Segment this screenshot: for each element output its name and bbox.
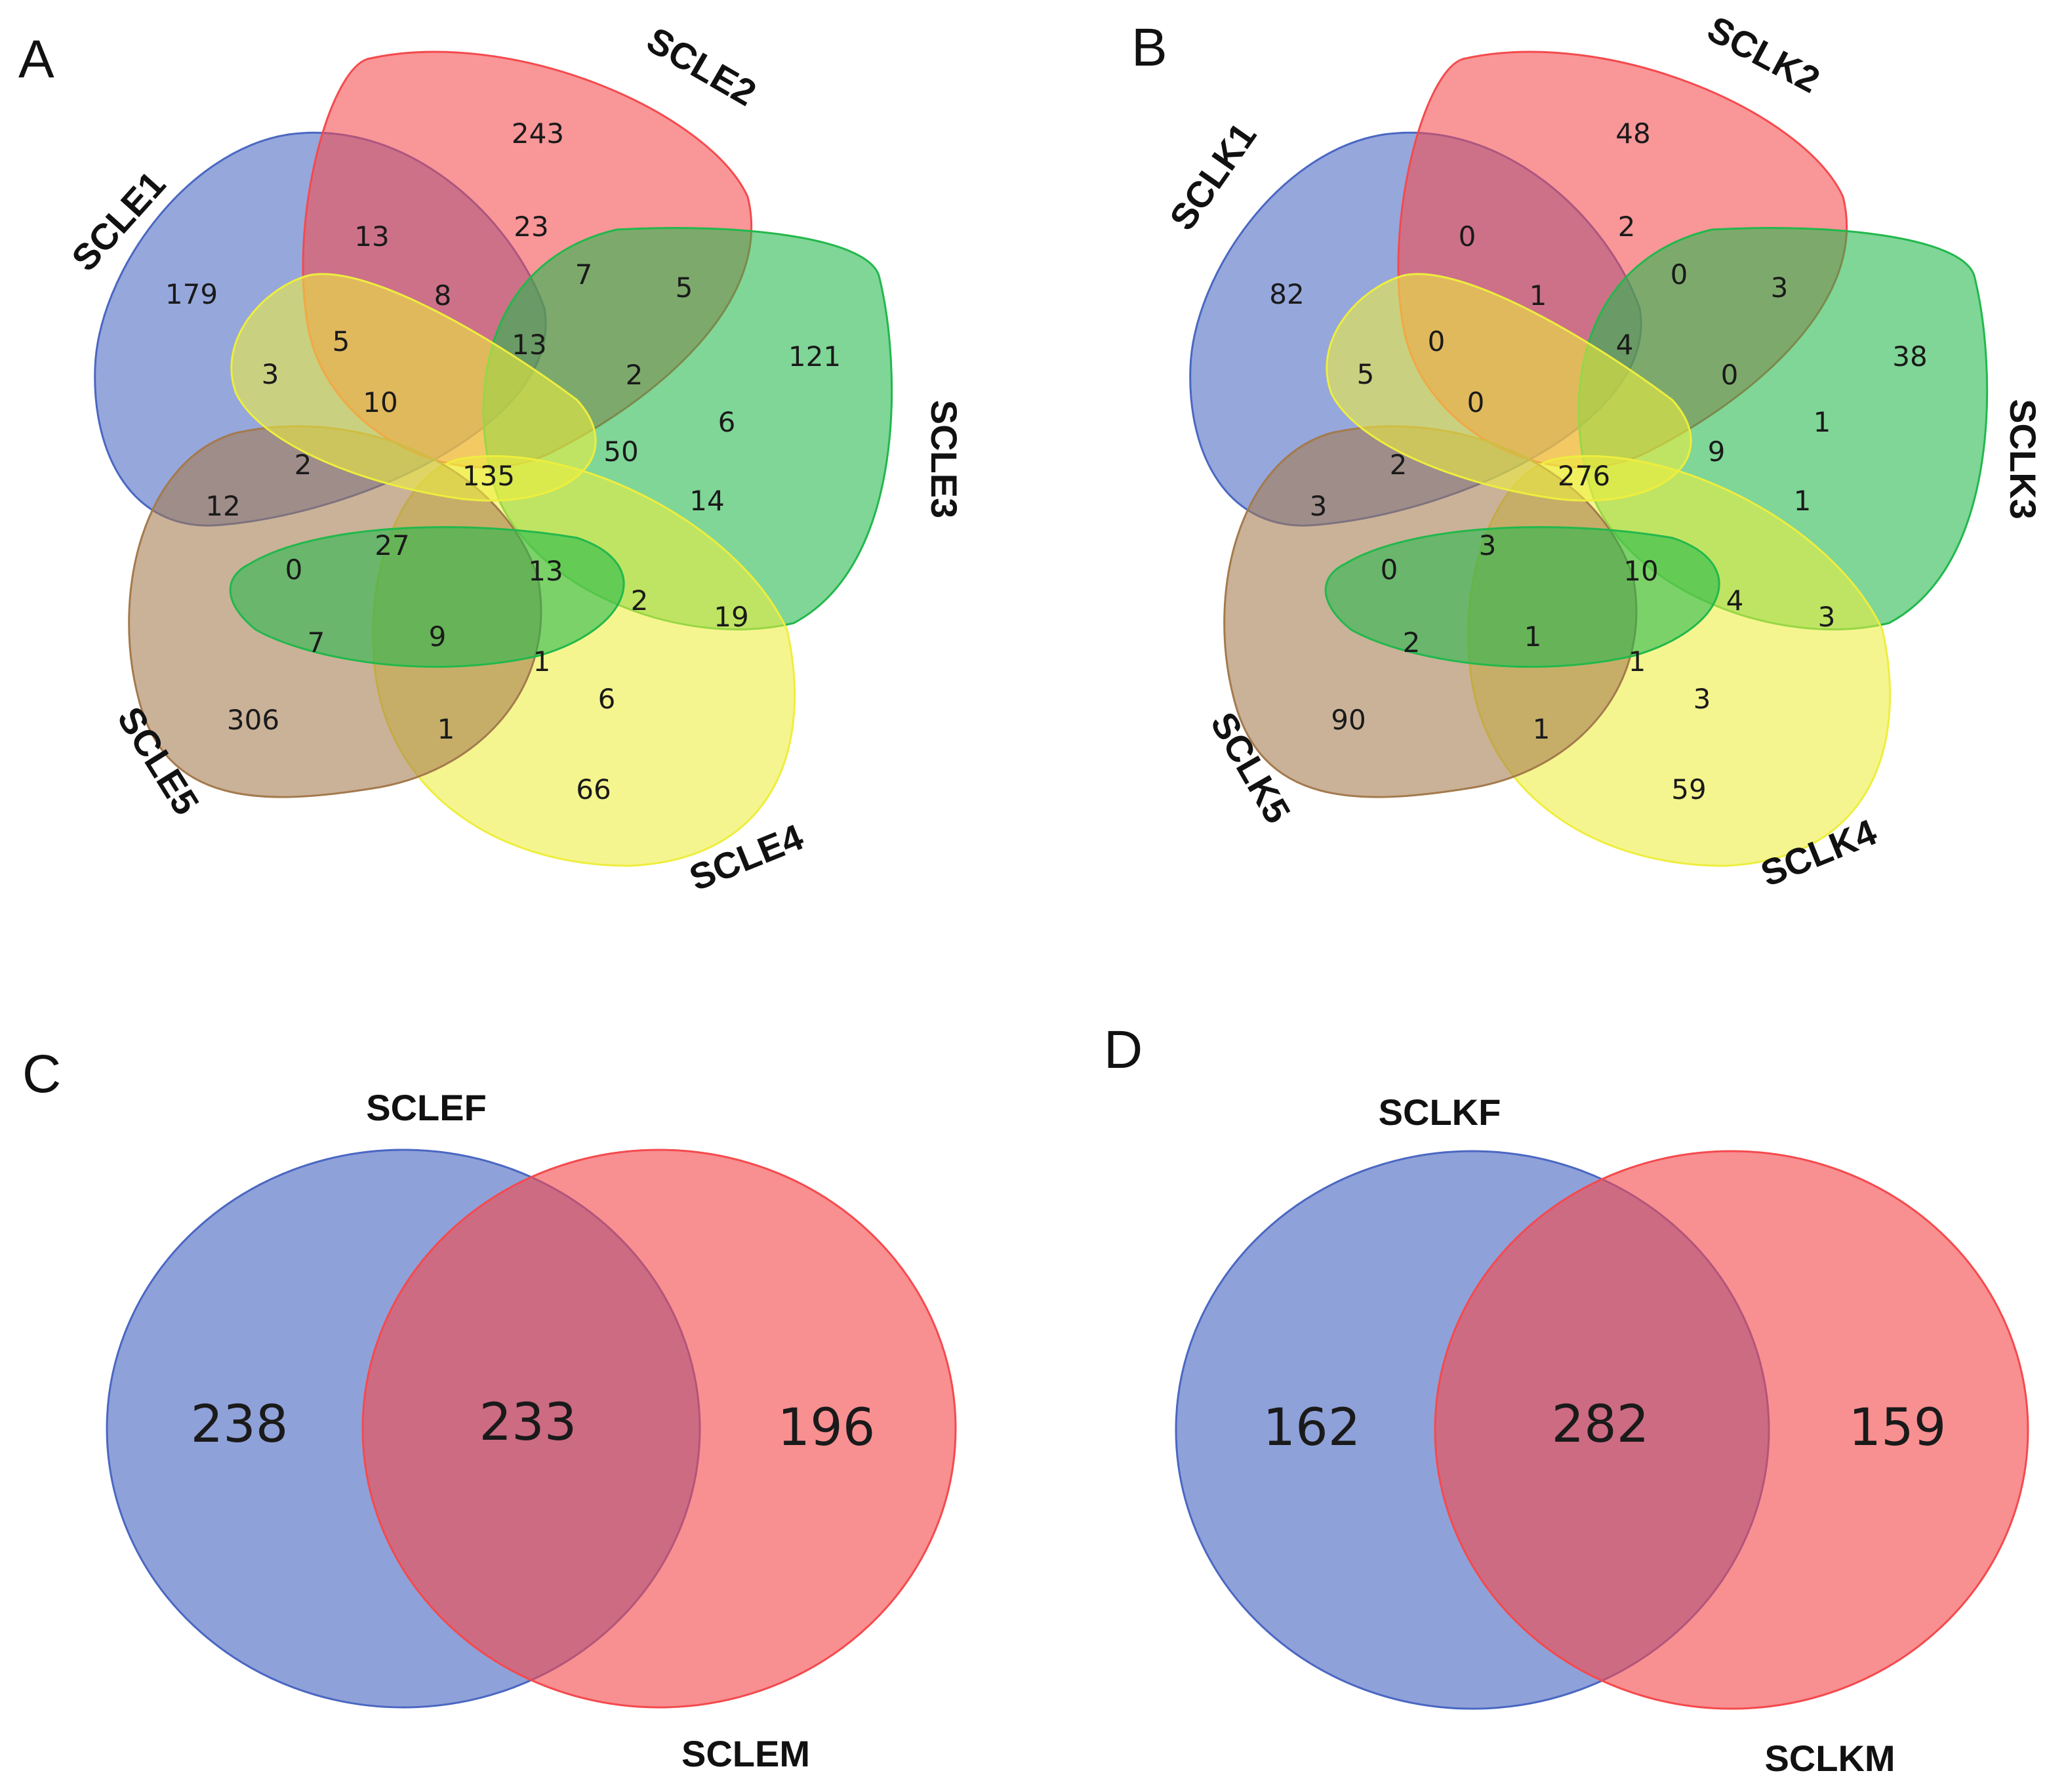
region-count: 179 — [165, 278, 218, 310]
region-count: 1 — [533, 645, 551, 678]
region-count: 9 — [429, 621, 447, 653]
panel-b-counts: 82 48 38 59 90 0 2 1 0 3 5 0 0 4 0 1 2 2… — [1269, 117, 1927, 805]
region-count: 82 — [1269, 278, 1304, 310]
region-count: 5 — [333, 325, 350, 357]
count-sclkm-only: 159 — [1849, 1398, 1947, 1457]
region-count: 9 — [1708, 436, 1726, 468]
label-sclef: SCLEF — [366, 1087, 487, 1128]
region-count: 6 — [718, 406, 736, 438]
label-sclem: SCLEM — [681, 1733, 810, 1774]
label-scle2: SCLE2 — [640, 19, 763, 114]
region-count: 3 — [1693, 683, 1711, 715]
region-count: 38 — [1892, 340, 1927, 373]
region-count: 50 — [603, 436, 638, 468]
label-sclk2: SCLK2 — [1701, 8, 1827, 101]
region-count: 306 — [227, 704, 279, 736]
region-count: 1 — [1524, 621, 1542, 653]
region-count: 276 — [1558, 460, 1610, 492]
region-count: 0 — [1459, 220, 1476, 253]
region-count: 23 — [514, 211, 548, 243]
region-count: 14 — [689, 485, 724, 517]
region-count: 13 — [528, 555, 563, 587]
region-count: 3 — [1310, 490, 1328, 522]
region-count: 59 — [1671, 773, 1706, 805]
region-count: 1 — [1814, 406, 1831, 438]
region-count: 13 — [512, 329, 546, 361]
region-count: 121 — [788, 340, 841, 373]
panel-b: B SCLK1 SCLK2 SCLK3 SCLK4 SCLK5 82 48 38… — [1131, 8, 2044, 895]
region-count: 2 — [1390, 449, 1408, 481]
label-sclkm: SCLKM — [1764, 1738, 1895, 1779]
region-count: 12 — [205, 490, 240, 522]
panel-b-letter: B — [1131, 18, 1167, 77]
label-scle3: SCLE3 — [923, 400, 965, 519]
region-count: 7 — [575, 258, 593, 291]
region-count: 1 — [437, 713, 455, 745]
region-count: 2 — [1618, 211, 1636, 243]
panel-a: A SCLE1 SCLE2 SCLE3 SCLE4 SCLE5 179 243 … — [18, 19, 965, 899]
region-count: 10 — [1623, 555, 1658, 587]
region-count: 19 — [714, 601, 748, 633]
region-count: 8 — [434, 279, 452, 312]
panel-c-letter: C — [22, 1044, 61, 1104]
region-count: 0 — [1671, 258, 1688, 291]
label-sclkf: SCLKF — [1379, 1091, 1501, 1133]
region-count: 2 — [626, 359, 643, 391]
region-count: 10 — [363, 386, 397, 418]
region-count: 2 — [294, 449, 312, 481]
count-sclef-sclem: 233 — [479, 1393, 577, 1452]
petal-scle4-inner — [230, 273, 597, 502]
circle-sclem — [361, 1149, 957, 1709]
region-count: 5 — [1357, 358, 1375, 390]
region-count: 1 — [1533, 713, 1550, 745]
region-count: 7 — [308, 626, 325, 659]
count-sclef-only: 238 — [191, 1395, 289, 1454]
label-sclk1: SCLK1 — [1162, 115, 1265, 238]
region-count: 27 — [375, 529, 409, 561]
region-count: 3 — [262, 358, 279, 390]
panel-b-petals — [1189, 51, 1989, 867]
panel-d: D SCLKF 162 282 159 SCLKM — [1104, 1020, 2029, 1779]
region-count: 3 — [1818, 601, 1836, 633]
region-count: 13 — [354, 220, 389, 253]
region-count: 135 — [462, 460, 515, 492]
region-count: 90 — [1331, 704, 1366, 736]
region-count: 4 — [1726, 584, 1744, 617]
panel-a-petals — [94, 51, 893, 867]
panel-a-counts: 179 243 121 66 306 13 23 8 7 5 3 5 10 13… — [165, 117, 841, 805]
petal-sclk3-inner — [1324, 526, 1720, 668]
region-count: 1 — [1629, 645, 1646, 678]
region-count: 66 — [576, 773, 611, 805]
region-count: 0 — [1381, 554, 1398, 586]
count-sclkf-sclkm: 282 — [1552, 1395, 1650, 1454]
region-count: 3 — [1479, 529, 1497, 561]
petal-sclk4-inner — [1326, 273, 1692, 502]
region-count: 1 — [1530, 279, 1547, 312]
count-sclem-only: 196 — [778, 1398, 876, 1457]
region-count: 2 — [1403, 626, 1421, 659]
petal-scle3-inner — [229, 526, 625, 668]
region-count: 0 — [1721, 359, 1739, 391]
count-sclkf-only: 162 — [1263, 1398, 1361, 1457]
region-count: 0 — [285, 554, 303, 586]
region-count: 6 — [598, 683, 616, 715]
region-count: 5 — [676, 272, 693, 304]
panel-c: C SCLEF 238 233 196 SCLEM — [22, 1044, 957, 1774]
region-count: 0 — [1467, 386, 1485, 418]
region-count: 1 — [1794, 485, 1812, 517]
region-count: 243 — [512, 117, 564, 150]
region-count: 4 — [1616, 329, 1634, 361]
region-count: 0 — [1428, 325, 1446, 357]
panel-a-letter: A — [18, 30, 54, 89]
panel-d-letter: D — [1104, 1020, 1143, 1080]
region-count: 3 — [1771, 272, 1789, 304]
circle-sclkm — [1434, 1150, 2029, 1710]
region-count: 48 — [1615, 117, 1650, 150]
label-sclk3: SCLK3 — [2002, 399, 2044, 519]
region-count: 2 — [631, 584, 649, 617]
